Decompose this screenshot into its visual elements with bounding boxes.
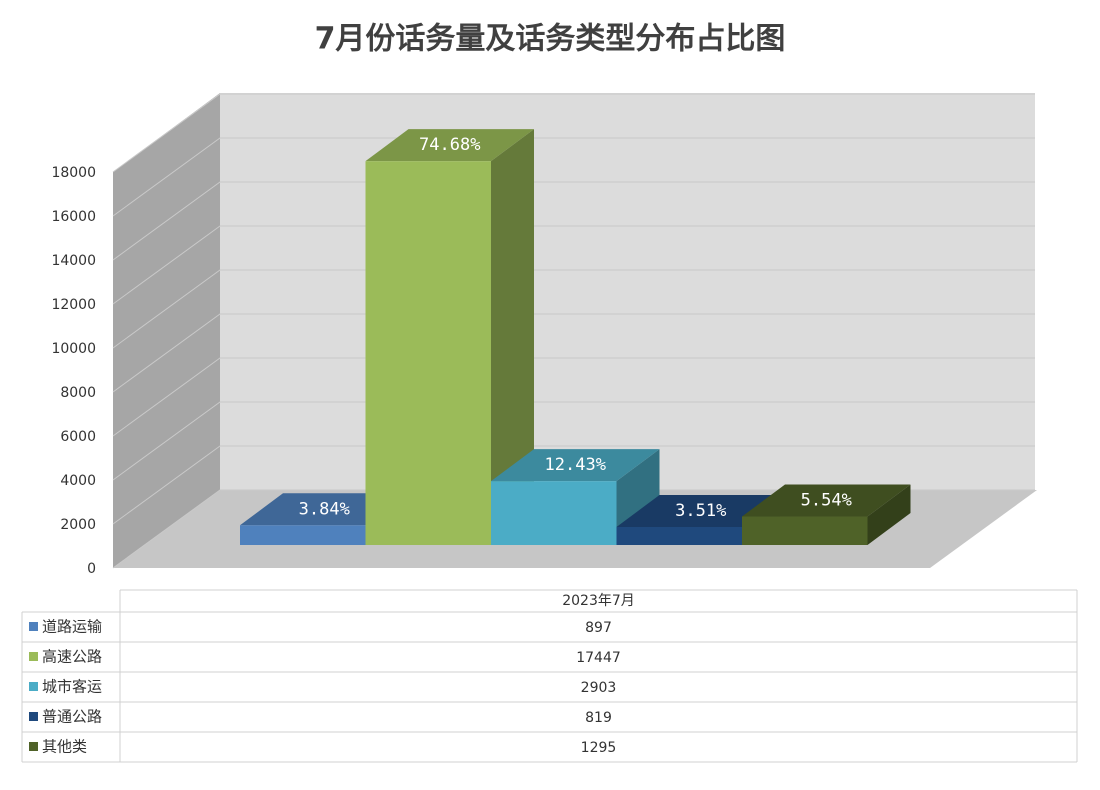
value-label: 3.51% (675, 501, 726, 521)
legend-key (29, 712, 38, 721)
bar-top (742, 484, 911, 517)
legend-label: 其他类 (42, 738, 87, 756)
grid-line (112, 181, 1035, 261)
y-tick-label: 18000 (51, 165, 96, 181)
legend-key (29, 682, 38, 691)
legend-key (29, 742, 38, 751)
grid-line (112, 445, 1035, 525)
bar-front (491, 481, 617, 545)
table-value: 819 (585, 710, 612, 726)
value-label: 12.43% (545, 455, 606, 475)
grid (112, 93, 1035, 569)
bar-top (491, 449, 660, 482)
bar: 74.68% (365, 129, 534, 545)
y-tick-label: 8000 (60, 385, 96, 401)
grid-line (112, 489, 1035, 569)
y-tick-label: 12000 (51, 297, 96, 313)
legend-label: 城市客运 (42, 678, 102, 696)
data-table (21, 589, 1078, 763)
bar-front (365, 161, 491, 545)
bar-top (365, 129, 534, 162)
legend-label: 普通公路 (42, 708, 102, 726)
legend-key (29, 622, 38, 631)
legend-label: 高速公路 (42, 648, 102, 666)
side-wall (113, 93, 220, 568)
back-wall (220, 93, 1035, 490)
y-tick-label: 14000 (51, 253, 96, 269)
grid-line (112, 269, 1035, 349)
y-tick-label: 16000 (51, 209, 96, 225)
table-value: 1295 (581, 740, 617, 756)
y-tick-label: 4000 (60, 473, 96, 489)
value-label: 74.68% (419, 135, 480, 155)
legend-label: 道路运输 (42, 618, 102, 636)
chart-title: 7月份话务量及话务类型分布占比图 (315, 22, 786, 57)
grid-line (112, 225, 1035, 305)
bar-side (491, 129, 534, 545)
legend-key (29, 652, 38, 661)
grid-line (112, 93, 1035, 173)
grid-line (112, 137, 1035, 217)
value-label: 3.84% (299, 499, 350, 519)
y-tick-label: 0 (87, 561, 96, 577)
bar-front (240, 525, 366, 545)
grid-line (112, 357, 1035, 437)
y-tick-label: 2000 (60, 517, 96, 533)
value-label: 5.54% (801, 491, 852, 511)
bars: 3.84% 74.68% 12.43% 3.51% 5.54% (240, 129, 911, 545)
bar-side (867, 484, 911, 545)
grid-line (112, 313, 1035, 393)
table-value: 897 (585, 620, 612, 636)
y-tick-label: 10000 (51, 341, 96, 357)
table-header: 2023年7月 (562, 593, 635, 609)
table-value: 17447 (576, 650, 621, 666)
bar-front (616, 526, 742, 545)
grid-line (112, 401, 1035, 481)
bar: 5.54% (742, 484, 911, 545)
bar-front (742, 516, 868, 545)
table-value: 2903 (581, 680, 617, 696)
y-tick-label: 6000 (60, 429, 96, 445)
